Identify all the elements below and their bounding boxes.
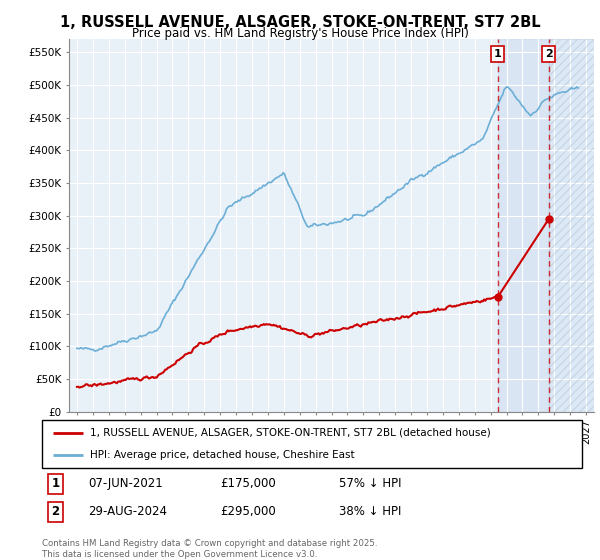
Bar bbox=[497, 39, 549, 412]
Bar bbox=[549, 39, 594, 412]
Bar bbox=[549, 39, 594, 412]
Text: 38% ↓ HPI: 38% ↓ HPI bbox=[339, 505, 401, 519]
Text: 2: 2 bbox=[545, 49, 553, 59]
Text: 57% ↓ HPI: 57% ↓ HPI bbox=[339, 477, 401, 490]
Text: HPI: Average price, detached house, Cheshire East: HPI: Average price, detached house, Ches… bbox=[89, 450, 354, 460]
Text: 1: 1 bbox=[494, 49, 502, 59]
Text: 1: 1 bbox=[52, 477, 59, 490]
Text: Contains HM Land Registry data © Crown copyright and database right 2025.
This d: Contains HM Land Registry data © Crown c… bbox=[42, 539, 377, 559]
Text: 29-AUG-2024: 29-AUG-2024 bbox=[88, 505, 167, 519]
Text: 07-JUN-2021: 07-JUN-2021 bbox=[88, 477, 163, 490]
Text: 1, RUSSELL AVENUE, ALSAGER, STOKE-ON-TRENT, ST7 2BL: 1, RUSSELL AVENUE, ALSAGER, STOKE-ON-TRE… bbox=[59, 15, 541, 30]
Text: £175,000: £175,000 bbox=[220, 477, 276, 490]
Text: £295,000: £295,000 bbox=[220, 505, 276, 519]
Text: 1, RUSSELL AVENUE, ALSAGER, STOKE-ON-TRENT, ST7 2BL (detached house): 1, RUSSELL AVENUE, ALSAGER, STOKE-ON-TRE… bbox=[89, 428, 490, 438]
Text: 2: 2 bbox=[52, 505, 59, 519]
Text: Price paid vs. HM Land Registry's House Price Index (HPI): Price paid vs. HM Land Registry's House … bbox=[131, 27, 469, 40]
